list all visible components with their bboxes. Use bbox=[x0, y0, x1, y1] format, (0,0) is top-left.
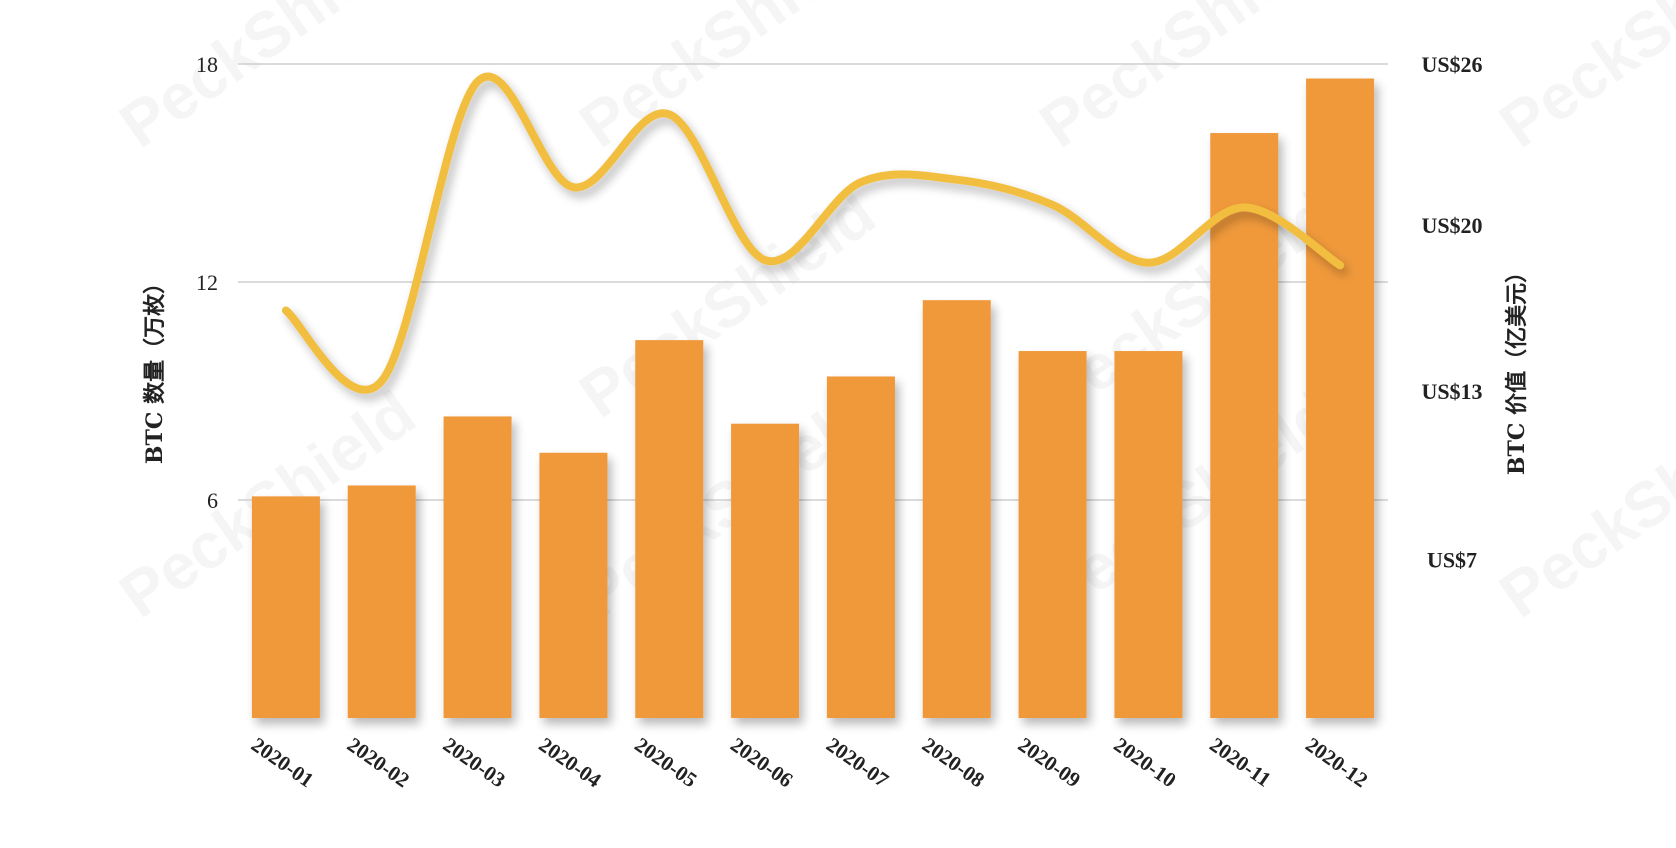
bar bbox=[922, 300, 991, 718]
y2-tick-label: US$13 bbox=[1421, 379, 1482, 404]
bar bbox=[1114, 351, 1183, 718]
x-tick-label: 2020-04 bbox=[535, 732, 607, 792]
y-tick-label: 18 bbox=[196, 52, 218, 77]
y-tick-label: 12 bbox=[196, 270, 218, 295]
watermark-text: PeckShield bbox=[107, 0, 428, 161]
watermark-text: PeckShield bbox=[567, 0, 888, 161]
line-series bbox=[281, 72, 1345, 394]
x-axis-ticks: 2020-01 2020-02 2020-03 2020-04 2020-05 2020-… bbox=[247, 732, 1372, 792]
gridlines bbox=[238, 63, 1388, 501]
bar-series bbox=[251, 78, 1375, 719]
x-tick-label: 2020-10 bbox=[1110, 732, 1181, 792]
right-axis-ticks: US$7 US$13 US$20 US$26 bbox=[1421, 52, 1482, 573]
watermark-text: PeckShield bbox=[1487, 0, 1676, 161]
x-tick-label: 2020-06 bbox=[726, 732, 797, 792]
left-axis-ticks: 6 12 18 bbox=[196, 52, 218, 513]
right-axis-title: BTC 价值（亿美元） bbox=[1504, 261, 1530, 475]
y-tick-label: 6 bbox=[207, 488, 218, 513]
bar bbox=[731, 423, 800, 718]
bar bbox=[347, 485, 416, 718]
x-tick-label: 2020-12 bbox=[1301, 732, 1372, 792]
x-tick-label: 2020-08 bbox=[918, 732, 989, 792]
x-tick-label: 2020-09 bbox=[1014, 732, 1085, 792]
left-axis-title: BTC 数量（万枚） bbox=[142, 272, 168, 464]
y2-tick-label: US$7 bbox=[1427, 548, 1477, 573]
y2-tick-label: US$26 bbox=[1421, 52, 1482, 77]
bar bbox=[1210, 133, 1279, 719]
bar bbox=[826, 376, 895, 718]
bar bbox=[443, 416, 512, 718]
x-tick-label: 2020-01 bbox=[247, 732, 318, 792]
bar bbox=[251, 496, 320, 718]
x-tick-label: 2020-07 bbox=[822, 732, 893, 792]
x-tick-label: 2020-03 bbox=[439, 732, 510, 792]
bar bbox=[635, 340, 704, 718]
bar bbox=[1018, 351, 1087, 718]
bar bbox=[1306, 78, 1375, 719]
x-tick-label: 2020-02 bbox=[343, 732, 414, 792]
x-tick-label: 2020-05 bbox=[630, 732, 701, 792]
watermark-text: PeckShield bbox=[1027, 0, 1348, 161]
y2-tick-label: US$20 bbox=[1421, 213, 1482, 238]
x-tick-label: 2020-11 bbox=[1205, 732, 1275, 791]
bar bbox=[539, 452, 608, 718]
value-line bbox=[281, 72, 1345, 394]
